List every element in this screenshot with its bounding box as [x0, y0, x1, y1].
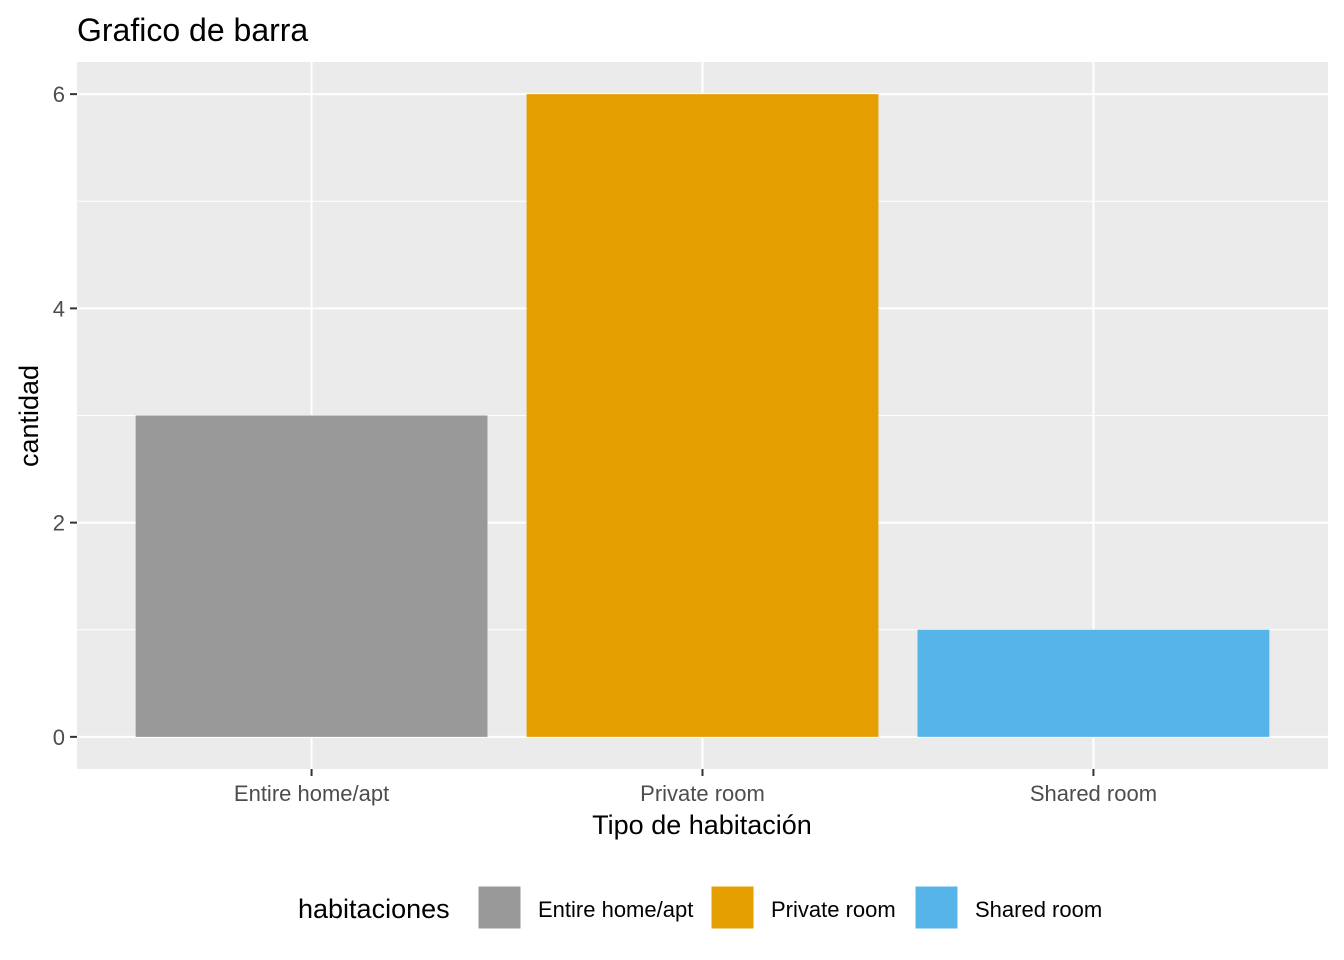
x-tick-label: Entire home/apt	[234, 781, 389, 806]
legend-title: habitaciones	[298, 894, 450, 924]
legend-key-shared-room	[914, 885, 959, 930]
y-tick-label: 4	[53, 296, 65, 321]
legend-label-private-room: Private room	[771, 897, 896, 922]
chart-title: Grafico de barra	[77, 12, 308, 48]
legend-label-shared-room: Shared room	[975, 897, 1102, 922]
legend: habitaciones Entire home/apt Private room…	[298, 885, 1102, 930]
legend-label-entire-home-apt: Entire home/apt	[538, 897, 693, 922]
x-axis: Entire home/apt Private room Shared room	[234, 769, 1157, 806]
x-tick-label: Shared room	[1030, 781, 1157, 806]
legend-key-private-room	[710, 885, 755, 930]
bars	[135, 94, 1270, 737]
x-tick-label: Private room	[640, 781, 765, 806]
bar-private-room	[526, 94, 879, 737]
x-axis-title: Tipo de habitación	[592, 810, 812, 840]
legend-key-entire-home-apt	[477, 885, 522, 930]
bar-shared-room	[917, 629, 1270, 737]
y-tick-label: 0	[53, 725, 65, 750]
y-axis: 0 2 4 6	[53, 82, 77, 750]
y-tick-label: 2	[53, 511, 65, 536]
y-tick-label: 6	[53, 82, 65, 107]
y-axis-title: cantidad	[14, 365, 44, 467]
bar-entire-home-apt	[135, 415, 488, 737]
